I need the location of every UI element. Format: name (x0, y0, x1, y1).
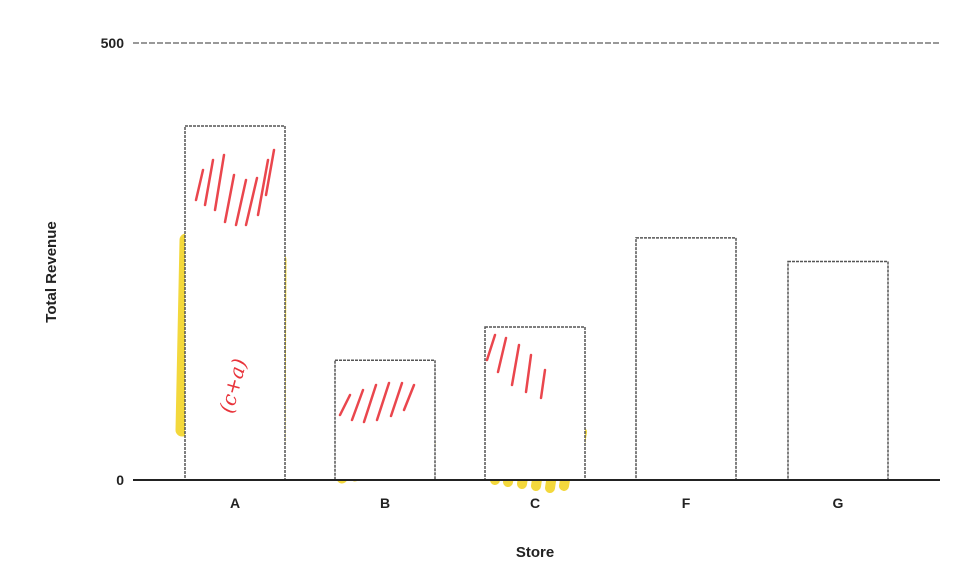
x-tick-c: C (530, 495, 540, 511)
x-tick-g: G (833, 495, 844, 511)
scribble-red-a (223, 173, 236, 224)
scribble-red-b (362, 383, 378, 424)
bar-f (635, 237, 737, 481)
scribble-red-a (213, 153, 226, 212)
bar-b (334, 359, 436, 481)
scribble-red-c (496, 336, 508, 374)
y-tick-max: 500 (101, 35, 125, 51)
scribble-red-b (375, 381, 391, 422)
x-tick-b: B (380, 495, 390, 511)
scribble-red-c (539, 368, 547, 400)
scribble-red-b (389, 381, 404, 418)
scribble-red-b (338, 393, 352, 417)
scribble-red-c (524, 353, 533, 394)
x-tick-f: F (682, 495, 691, 511)
bars (184, 125, 889, 481)
scribble-red-a (234, 178, 248, 227)
scribble-red-a (203, 158, 215, 207)
scribble-red-a (256, 158, 270, 217)
y-axis-title: Total Revenue (43, 221, 60, 322)
y-tick-zero: 0 (116, 472, 124, 488)
bar-c (484, 326, 586, 481)
scribble-red-b (350, 388, 365, 422)
x-tick-a: A (230, 495, 240, 511)
scribble-red-c (485, 333, 497, 362)
scribble-red-c (510, 343, 521, 387)
scribble-red-a (264, 148, 276, 197)
scribble-red-a (244, 176, 259, 227)
bar-g (787, 260, 889, 481)
scribble-red-a (194, 168, 205, 202)
x-axis-title: Store (516, 544, 554, 561)
scribble-red-b (402, 383, 416, 412)
